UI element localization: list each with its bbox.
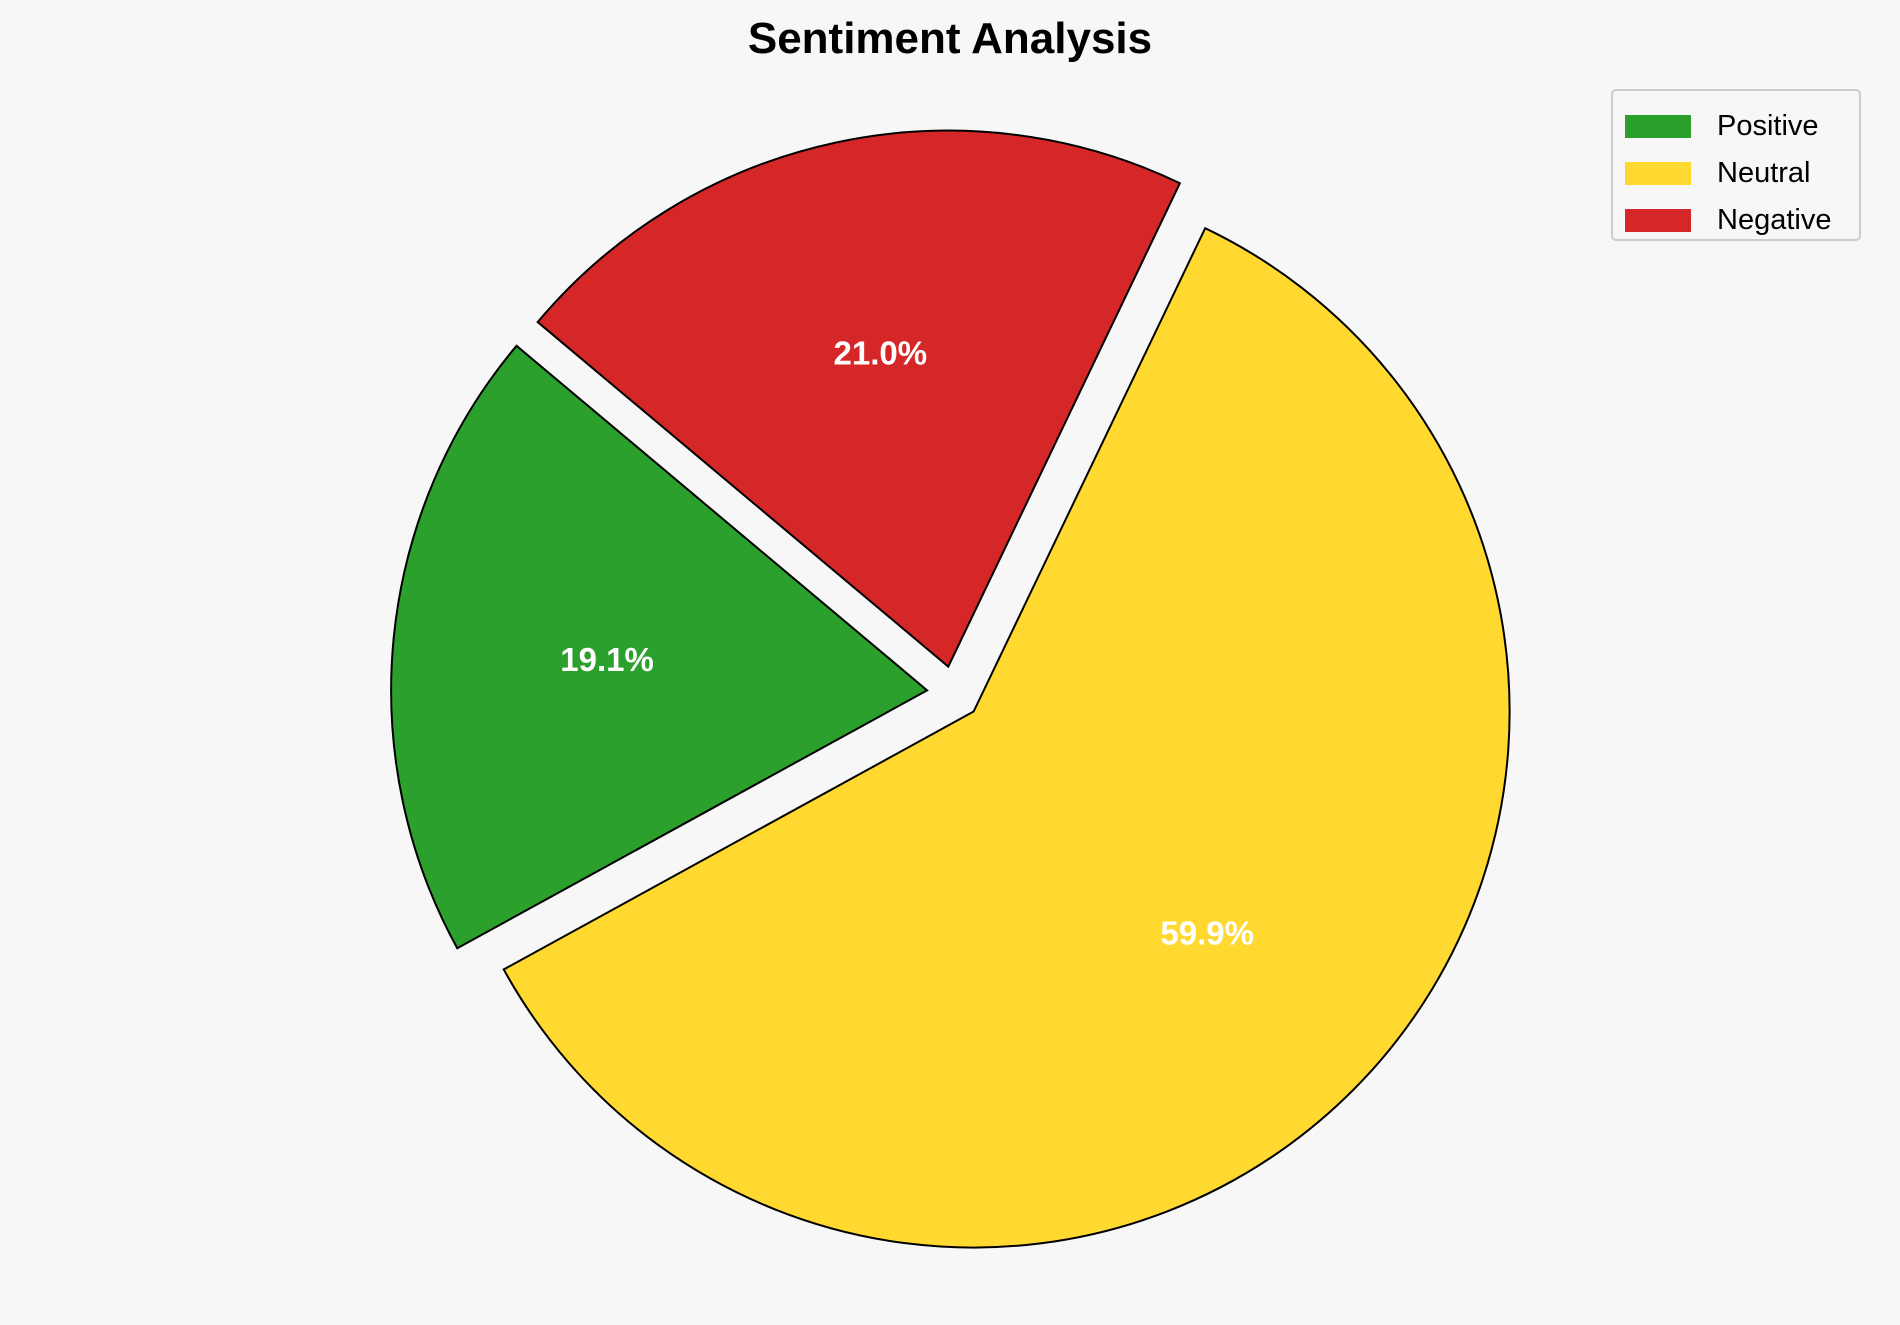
slice-label-negative: 21.0% — [834, 334, 928, 371]
legend-swatch — [1625, 209, 1691, 232]
chart-title: Sentiment Analysis — [747, 14, 1153, 63]
legend-item-negative: Negative — [1625, 197, 1859, 244]
pie-slice-positive — [390, 344, 929, 950]
legend-label: Negative — [1717, 204, 1832, 236]
legend-swatch — [1625, 115, 1691, 138]
legend-item-neutral: Neutral — [1625, 150, 1859, 197]
legend: Positive Neutral Negative — [1611, 89, 1861, 241]
pie-slice-negative — [536, 129, 1182, 669]
legend-label: Neutral — [1717, 157, 1811, 189]
pie-slice-neutral — [502, 226, 1511, 1249]
slice-label-neutral: 59.9% — [1160, 915, 1254, 952]
legend-label: Positive — [1717, 110, 1819, 142]
legend-item-positive: Positive — [1625, 103, 1859, 150]
legend-swatch — [1625, 162, 1691, 185]
slice-label-positive: 19.1% — [560, 641, 654, 678]
